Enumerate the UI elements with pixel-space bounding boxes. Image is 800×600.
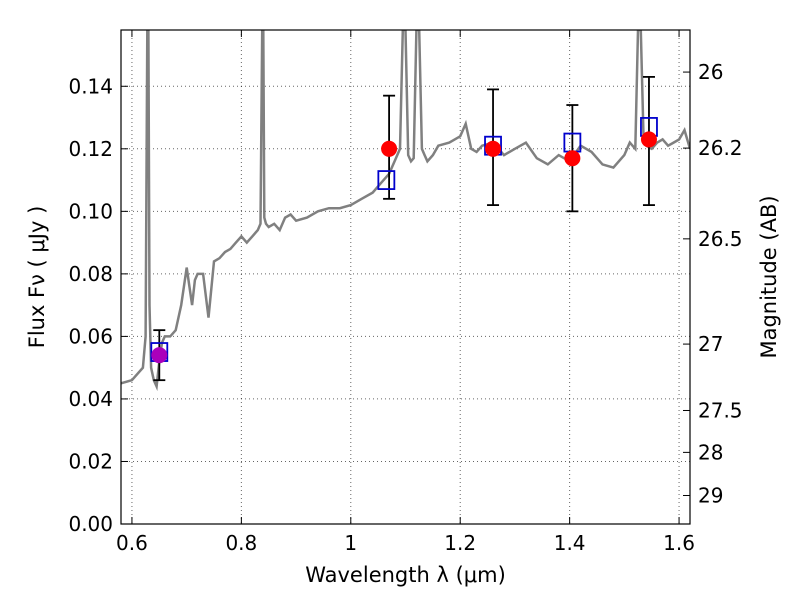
model-spectrum-line: [121, 30, 690, 392]
x-tick-label: 1.4: [554, 531, 586, 555]
observed-point: [151, 347, 168, 364]
magnitude-tick-label: 26: [698, 60, 723, 84]
observed-point: [485, 140, 502, 157]
right-y-axis-label: Magnitude (AB): [757, 195, 781, 358]
x-tick-label: 1: [344, 531, 357, 555]
model-photometry-layer: [150, 117, 658, 362]
errorbar-layer: [153, 75, 655, 382]
y-tick-label: 0.08: [68, 262, 113, 286]
magnitude-tick-label: 27: [698, 332, 723, 356]
y-ticks: 0.00 0.02 0.04 0.06 0.08 0.10 0.12 0.14: [68, 74, 128, 536]
x-axis-label: Wavelength λ (μm): [305, 563, 506, 587]
y-axis-label: Flux Fν ( μJy ): [25, 206, 49, 349]
x-tick-label: 0.6: [116, 531, 148, 555]
x-tick-label: 1.6: [663, 531, 695, 555]
y-tick-label: 0.06: [68, 324, 113, 348]
magnitude-tick-label: 26.2: [698, 136, 743, 160]
observed-point: [381, 140, 398, 157]
model-photometry-square: [377, 170, 396, 190]
y-tick-label: 0.00: [68, 512, 113, 536]
spectrum-layer: [121, 30, 690, 392]
y-tick-label: 0.10: [68, 199, 113, 223]
magnitude-tick-label: 26.5: [698, 227, 743, 251]
observed-points-layer: [151, 131, 657, 364]
y-tick-label: 0.12: [68, 137, 113, 161]
x-tick-label: 0.8: [225, 531, 257, 555]
grid-layer: [121, 30, 690, 524]
y-tick-label: 0.02: [68, 449, 113, 473]
magnitude-tick-label: 27.5: [698, 398, 743, 422]
x-ticks: 0.6 0.8 1 1.2 1.4 1.6: [116, 30, 695, 555]
observed-point: [640, 131, 657, 148]
plot-frame: [120, 29, 691, 525]
observed-point: [564, 150, 581, 167]
magnitude-ticks: 26 26.2 26.5 27 27.5 28 29: [683, 60, 743, 507]
x-tick-label: 1.2: [444, 531, 476, 555]
magnitude-tick-label: 28: [698, 440, 723, 464]
y-tick-label: 0.04: [68, 387, 113, 411]
magnitude-tick-label: 29: [698, 483, 723, 507]
y-tick-label: 0.14: [68, 74, 113, 98]
